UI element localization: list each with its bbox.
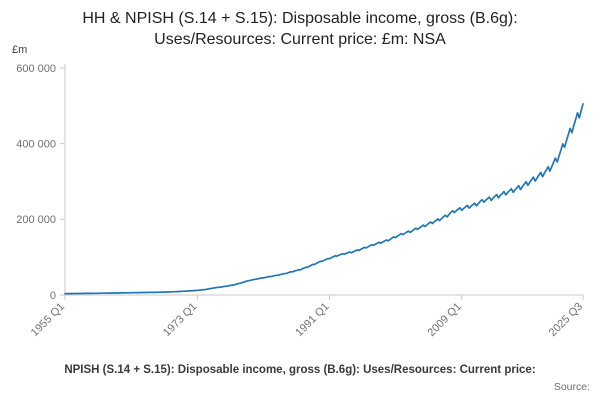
y-axis-unit-label: £m: [12, 44, 28, 56]
data-series-line: [64, 103, 584, 295]
y-tick-label: 0: [50, 290, 56, 302]
chart-title-line2: Uses/Resources: Current price: £m: NSA: [154, 31, 446, 48]
x-tick-label: 2025 Q3: [547, 301, 585, 339]
chart-title-line1: HH & NPISH (S.14 + S.15): Disposable inc…: [82, 10, 518, 27]
x-tick-label: 1973 Q1: [161, 301, 199, 339]
x-tick-label: 1991 Q1: [293, 301, 331, 339]
chart-title: HH & NPISH (S.14 + S.15): Disposable inc…: [0, 8, 600, 50]
y-tick-label: 400 000: [16, 139, 56, 151]
y-tick-label: 200 000: [16, 214, 56, 226]
x-tick-label: 1955 Q1: [29, 301, 67, 339]
x-tick-label: 2009 Q1: [426, 301, 464, 339]
y-tick-label: 600 000: [16, 63, 56, 75]
footer-caption: NPISH (S.14 + S.15): Disposable income, …: [64, 364, 536, 376]
source-label: Source:: [553, 381, 590, 393]
